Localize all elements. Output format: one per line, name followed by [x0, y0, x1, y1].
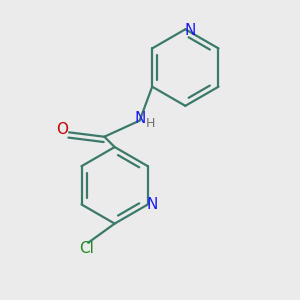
Text: N: N	[184, 23, 195, 38]
Text: O: O	[56, 122, 68, 137]
Text: N: N	[146, 197, 158, 212]
Text: Cl: Cl	[79, 241, 94, 256]
Text: H: H	[146, 117, 156, 130]
Text: N: N	[134, 111, 146, 126]
